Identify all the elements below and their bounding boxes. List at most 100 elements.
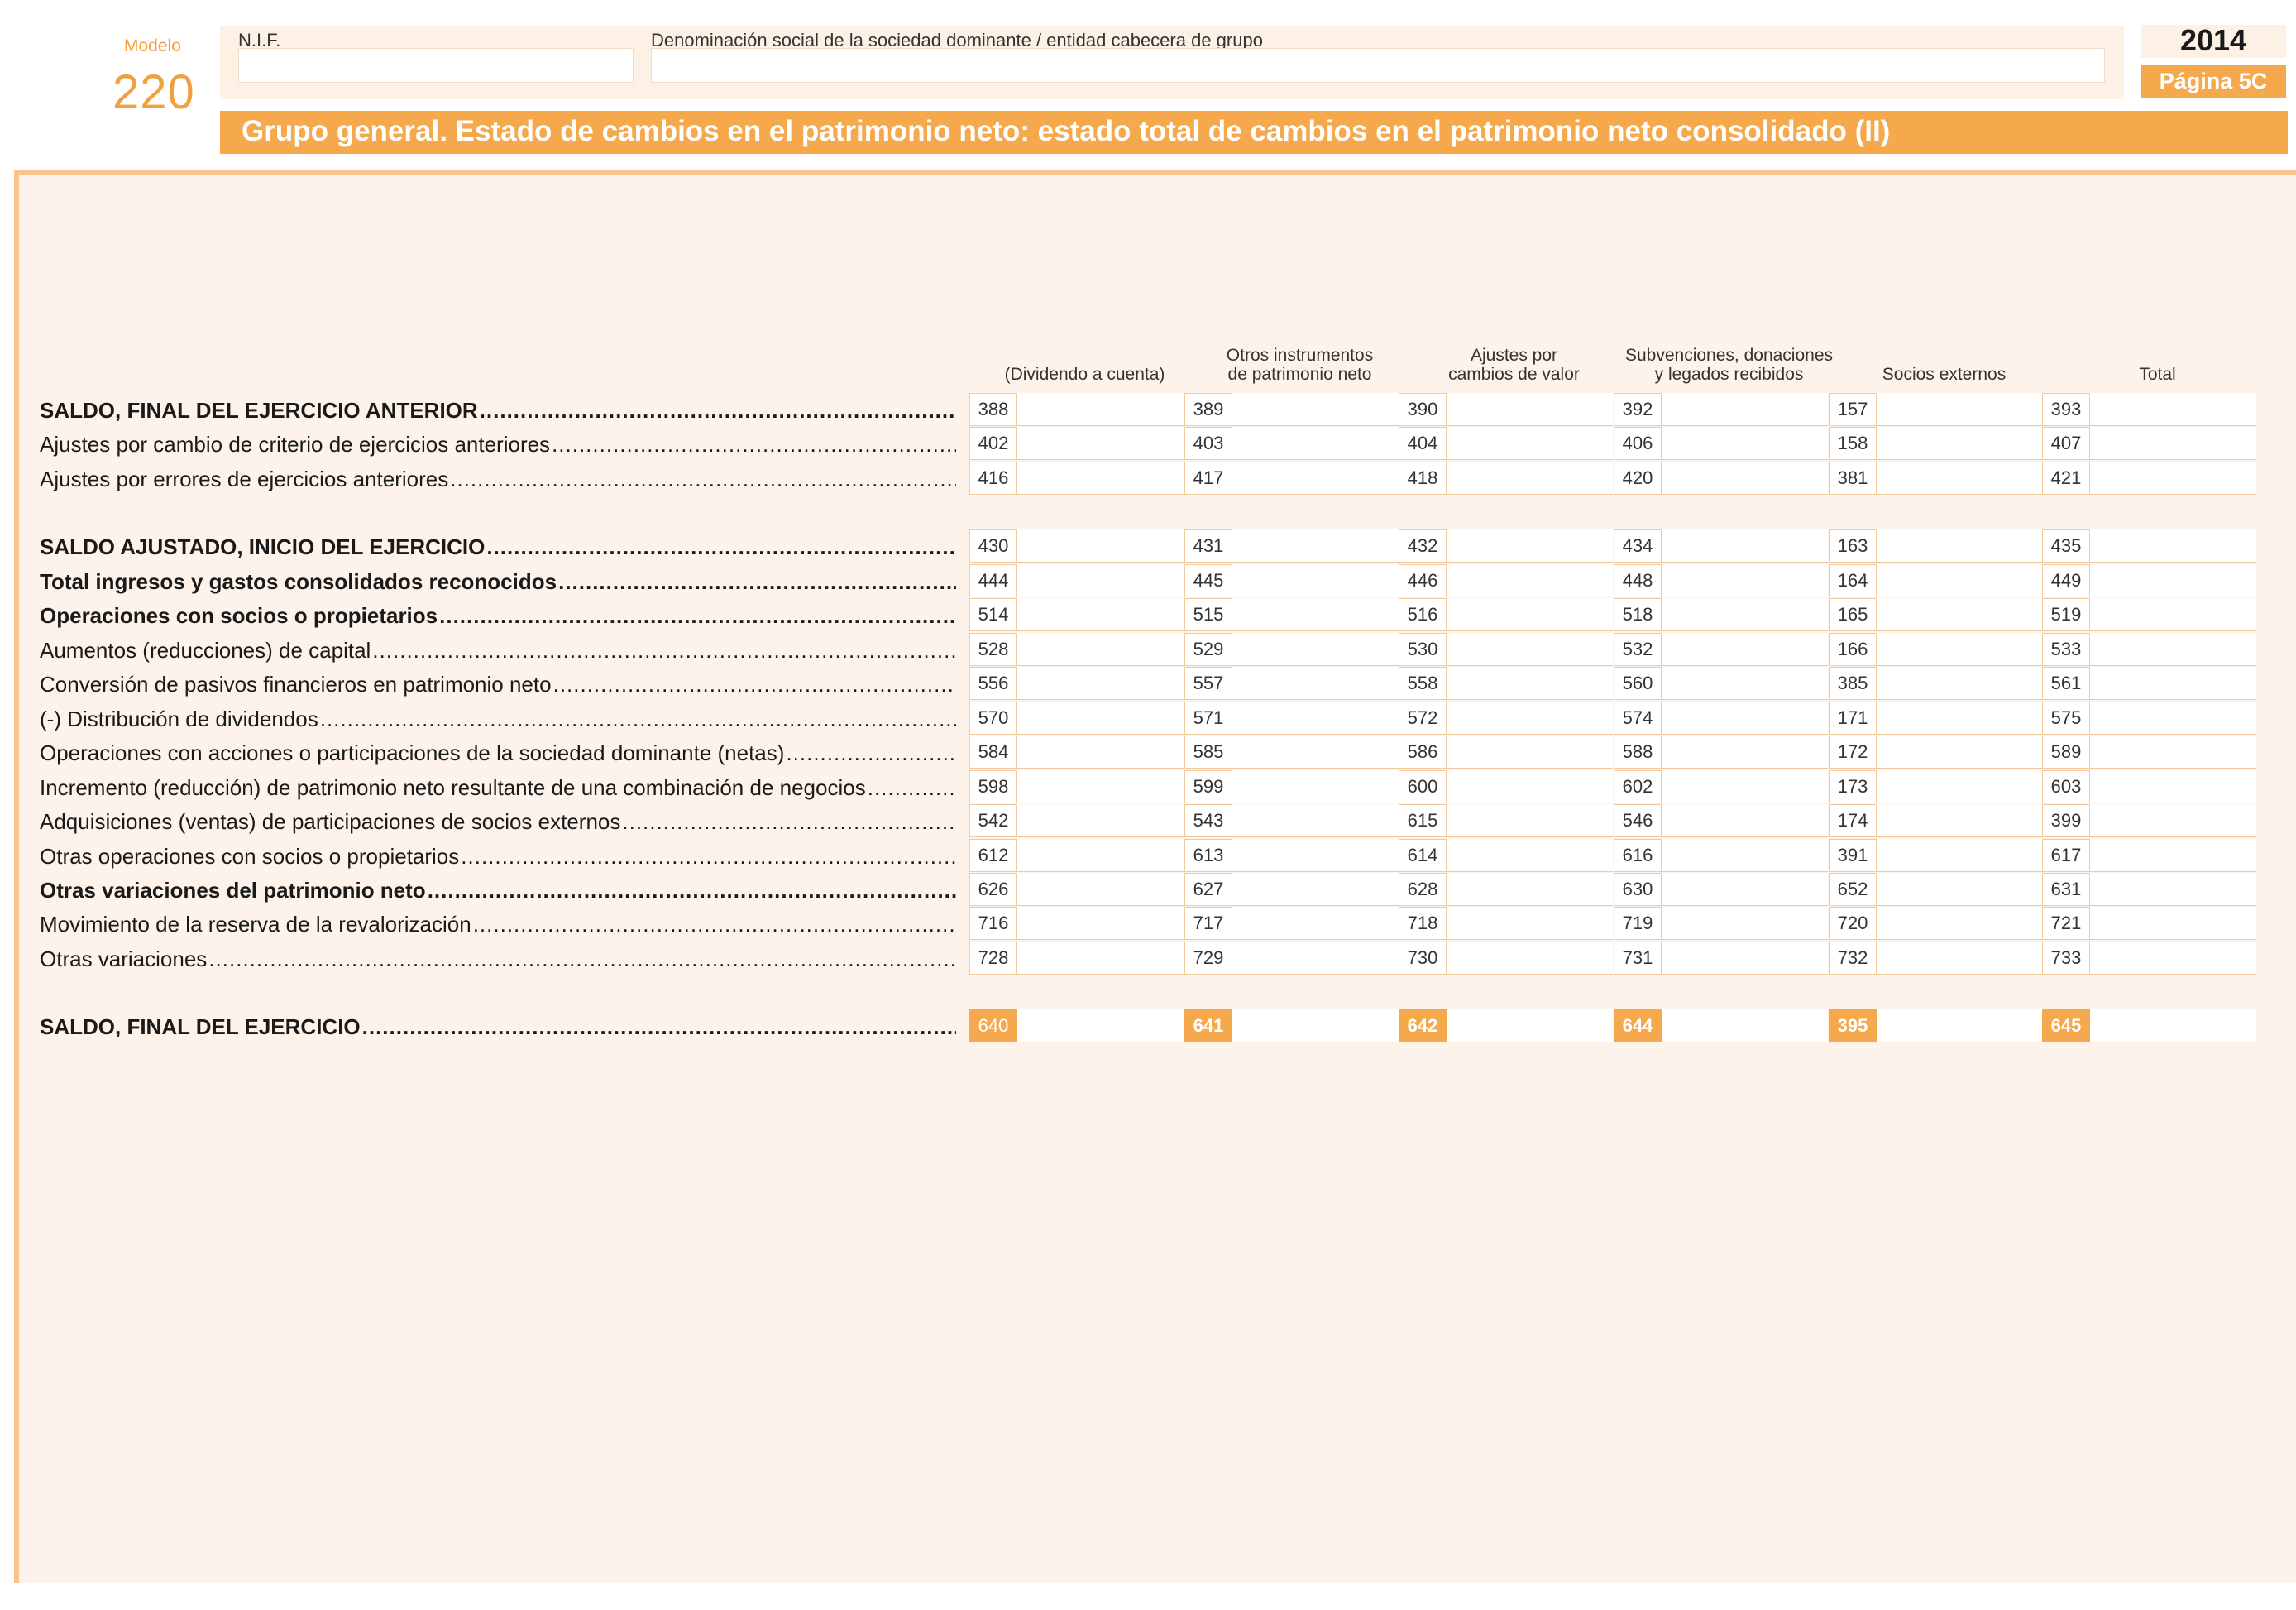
leader-dots: ........................................…: [319, 707, 956, 731]
box-code: 529: [1184, 633, 1232, 666]
box-code: 628: [1399, 873, 1447, 906]
row-label-text: (-) Distribución de dividendos: [40, 707, 320, 731]
box-code: 389: [1184, 393, 1232, 426]
box-code: 613: [1184, 839, 1232, 872]
box-code: 627: [1184, 873, 1232, 906]
row-label-text: Ajustes por cambio de criterio de ejerci…: [40, 432, 552, 457]
box-code: 402: [969, 427, 1017, 460]
box-code: 158: [1829, 427, 1877, 460]
box-code: 445: [1184, 564, 1232, 597]
box-code: 166: [1829, 633, 1877, 666]
leader-dots: ........................................…: [427, 878, 956, 903]
leader-dots: ........................................…: [479, 398, 956, 423]
row-label: Total ingresos y gastos consolidados rec…: [40, 568, 956, 596]
column-header-line: [969, 346, 1201, 365]
leader-dots: ........................................…: [558, 569, 956, 594]
box-code: 718: [1399, 907, 1447, 940]
box-code: 585: [1184, 736, 1232, 769]
row-label-text: SALDO, FINAL DEL EJERCICIO ANTERIOR: [40, 398, 480, 423]
column-header-line: Total: [2139, 365, 2176, 384]
box-code: 446: [1399, 564, 1447, 597]
box-code: 556: [969, 667, 1017, 700]
column-header-line: [1829, 346, 2060, 365]
box-code: 435: [2042, 529, 2090, 563]
box-code: 416: [969, 462, 1017, 495]
box-code: 404: [1399, 427, 1447, 460]
box-code: 449: [2042, 564, 2090, 597]
row-label: SALDO, FINAL DEL EJERCICIO..............…: [40, 1013, 956, 1041]
box-code: 388: [969, 393, 1017, 426]
row-label-text: Otras variaciones del patrimonio neto: [40, 878, 428, 903]
column-header: Total: [2042, 346, 2274, 384]
box-code: 588: [1614, 736, 1662, 769]
column-header: Ajustes por cambios de valor: [1399, 346, 1630, 384]
box-code: 602: [1614, 770, 1662, 803]
box-code: 630: [1614, 873, 1662, 906]
box-code: 514: [969, 598, 1017, 631]
row-label-text: SALDO AJUSTADO, INICIO DEL EJERCICIO: [40, 534, 487, 559]
box-code: 728: [969, 942, 1017, 975]
box-code: 393: [2042, 393, 2090, 426]
box-code: 615: [1399, 804, 1447, 837]
box-code: 390: [1399, 393, 1447, 426]
leader-dots: ........................................…: [552, 672, 956, 697]
leader-dots: ........................................…: [622, 809, 956, 834]
box-code: 432: [1399, 529, 1447, 563]
box-code: 720: [1829, 907, 1877, 940]
box-code: 519: [2042, 598, 2090, 631]
row-label: Otras operaciones con socios o propietar…: [40, 842, 956, 870]
leader-dots: ........................................…: [472, 912, 956, 937]
leader-dots: ........................................…: [208, 946, 956, 971]
box-code: 558: [1399, 667, 1447, 700]
box-code: 617: [2042, 839, 2090, 872]
row-label-text: Total ingresos y gastos consolidados rec…: [40, 569, 559, 594]
modelo-label: Modelo: [124, 36, 181, 55]
box-code: 733: [2042, 942, 2090, 975]
box-code: 172: [1829, 736, 1877, 769]
box-code: 603: [2042, 770, 2090, 803]
denominacion-field[interactable]: [651, 48, 2105, 83]
box-code: 560: [1614, 667, 1662, 700]
row-label: Aumentos (reducciones) de capital.......…: [40, 636, 956, 664]
box-code: 399: [2042, 804, 2090, 837]
column-header-line: cambios de valor: [1448, 365, 1580, 384]
row-label: Operaciones con acciones o participacion…: [40, 739, 956, 767]
box-code: 385: [1829, 667, 1877, 700]
box-code: 644: [1614, 1009, 1662, 1042]
box-code: 530: [1399, 633, 1447, 666]
column-header-line: [2042, 346, 2274, 365]
box-code: 418: [1399, 462, 1447, 495]
year-box: [2141, 25, 2286, 58]
box-code: 598: [969, 770, 1017, 803]
box-code: 164: [1829, 564, 1877, 597]
leader-dots: ........................................…: [461, 844, 956, 869]
modelo-number: 220: [112, 65, 195, 119]
box-code: 561: [2042, 667, 2090, 700]
row-label-text: Otras operaciones con socios o propietar…: [40, 844, 462, 869]
box-code: 717: [1184, 907, 1232, 940]
column-header-line: (Dividendo a cuenta): [1004, 365, 1165, 384]
box-code: 407: [2042, 427, 2090, 460]
box-code: 729: [1184, 942, 1232, 975]
row-label: Conversión de pasivos financieros en pat…: [40, 670, 956, 698]
box-code: 571: [1184, 702, 1232, 735]
box-code: 417: [1184, 462, 1232, 495]
box-code: 171: [1829, 702, 1877, 735]
column-header-line: de patrimonio neto: [1227, 365, 1372, 384]
row-label: Movimiento de la reserva de la revaloriz…: [40, 910, 956, 938]
box-code: 716: [969, 907, 1017, 940]
box-code: 614: [1399, 839, 1447, 872]
box-code: 600: [1399, 770, 1447, 803]
row-label-text: Operaciones con acciones o participacion…: [40, 740, 787, 765]
row-label: Incremento (reducción) de patrimonio net…: [40, 774, 956, 802]
box-code: 434: [1614, 529, 1662, 563]
leader-dots: ........................................…: [486, 534, 956, 559]
column-header-line: y legados recibidos: [1654, 365, 1804, 384]
row-label: Ajustes por cambio de criterio de ejerci…: [40, 430, 956, 458]
box-code: 515: [1184, 598, 1232, 631]
nif-field[interactable]: [238, 48, 634, 83]
row-label-text: Operaciones con socios o propietarios: [40, 603, 440, 628]
box-code: 392: [1614, 393, 1662, 426]
box-code: 543: [1184, 804, 1232, 837]
box-code: 542: [969, 804, 1017, 837]
